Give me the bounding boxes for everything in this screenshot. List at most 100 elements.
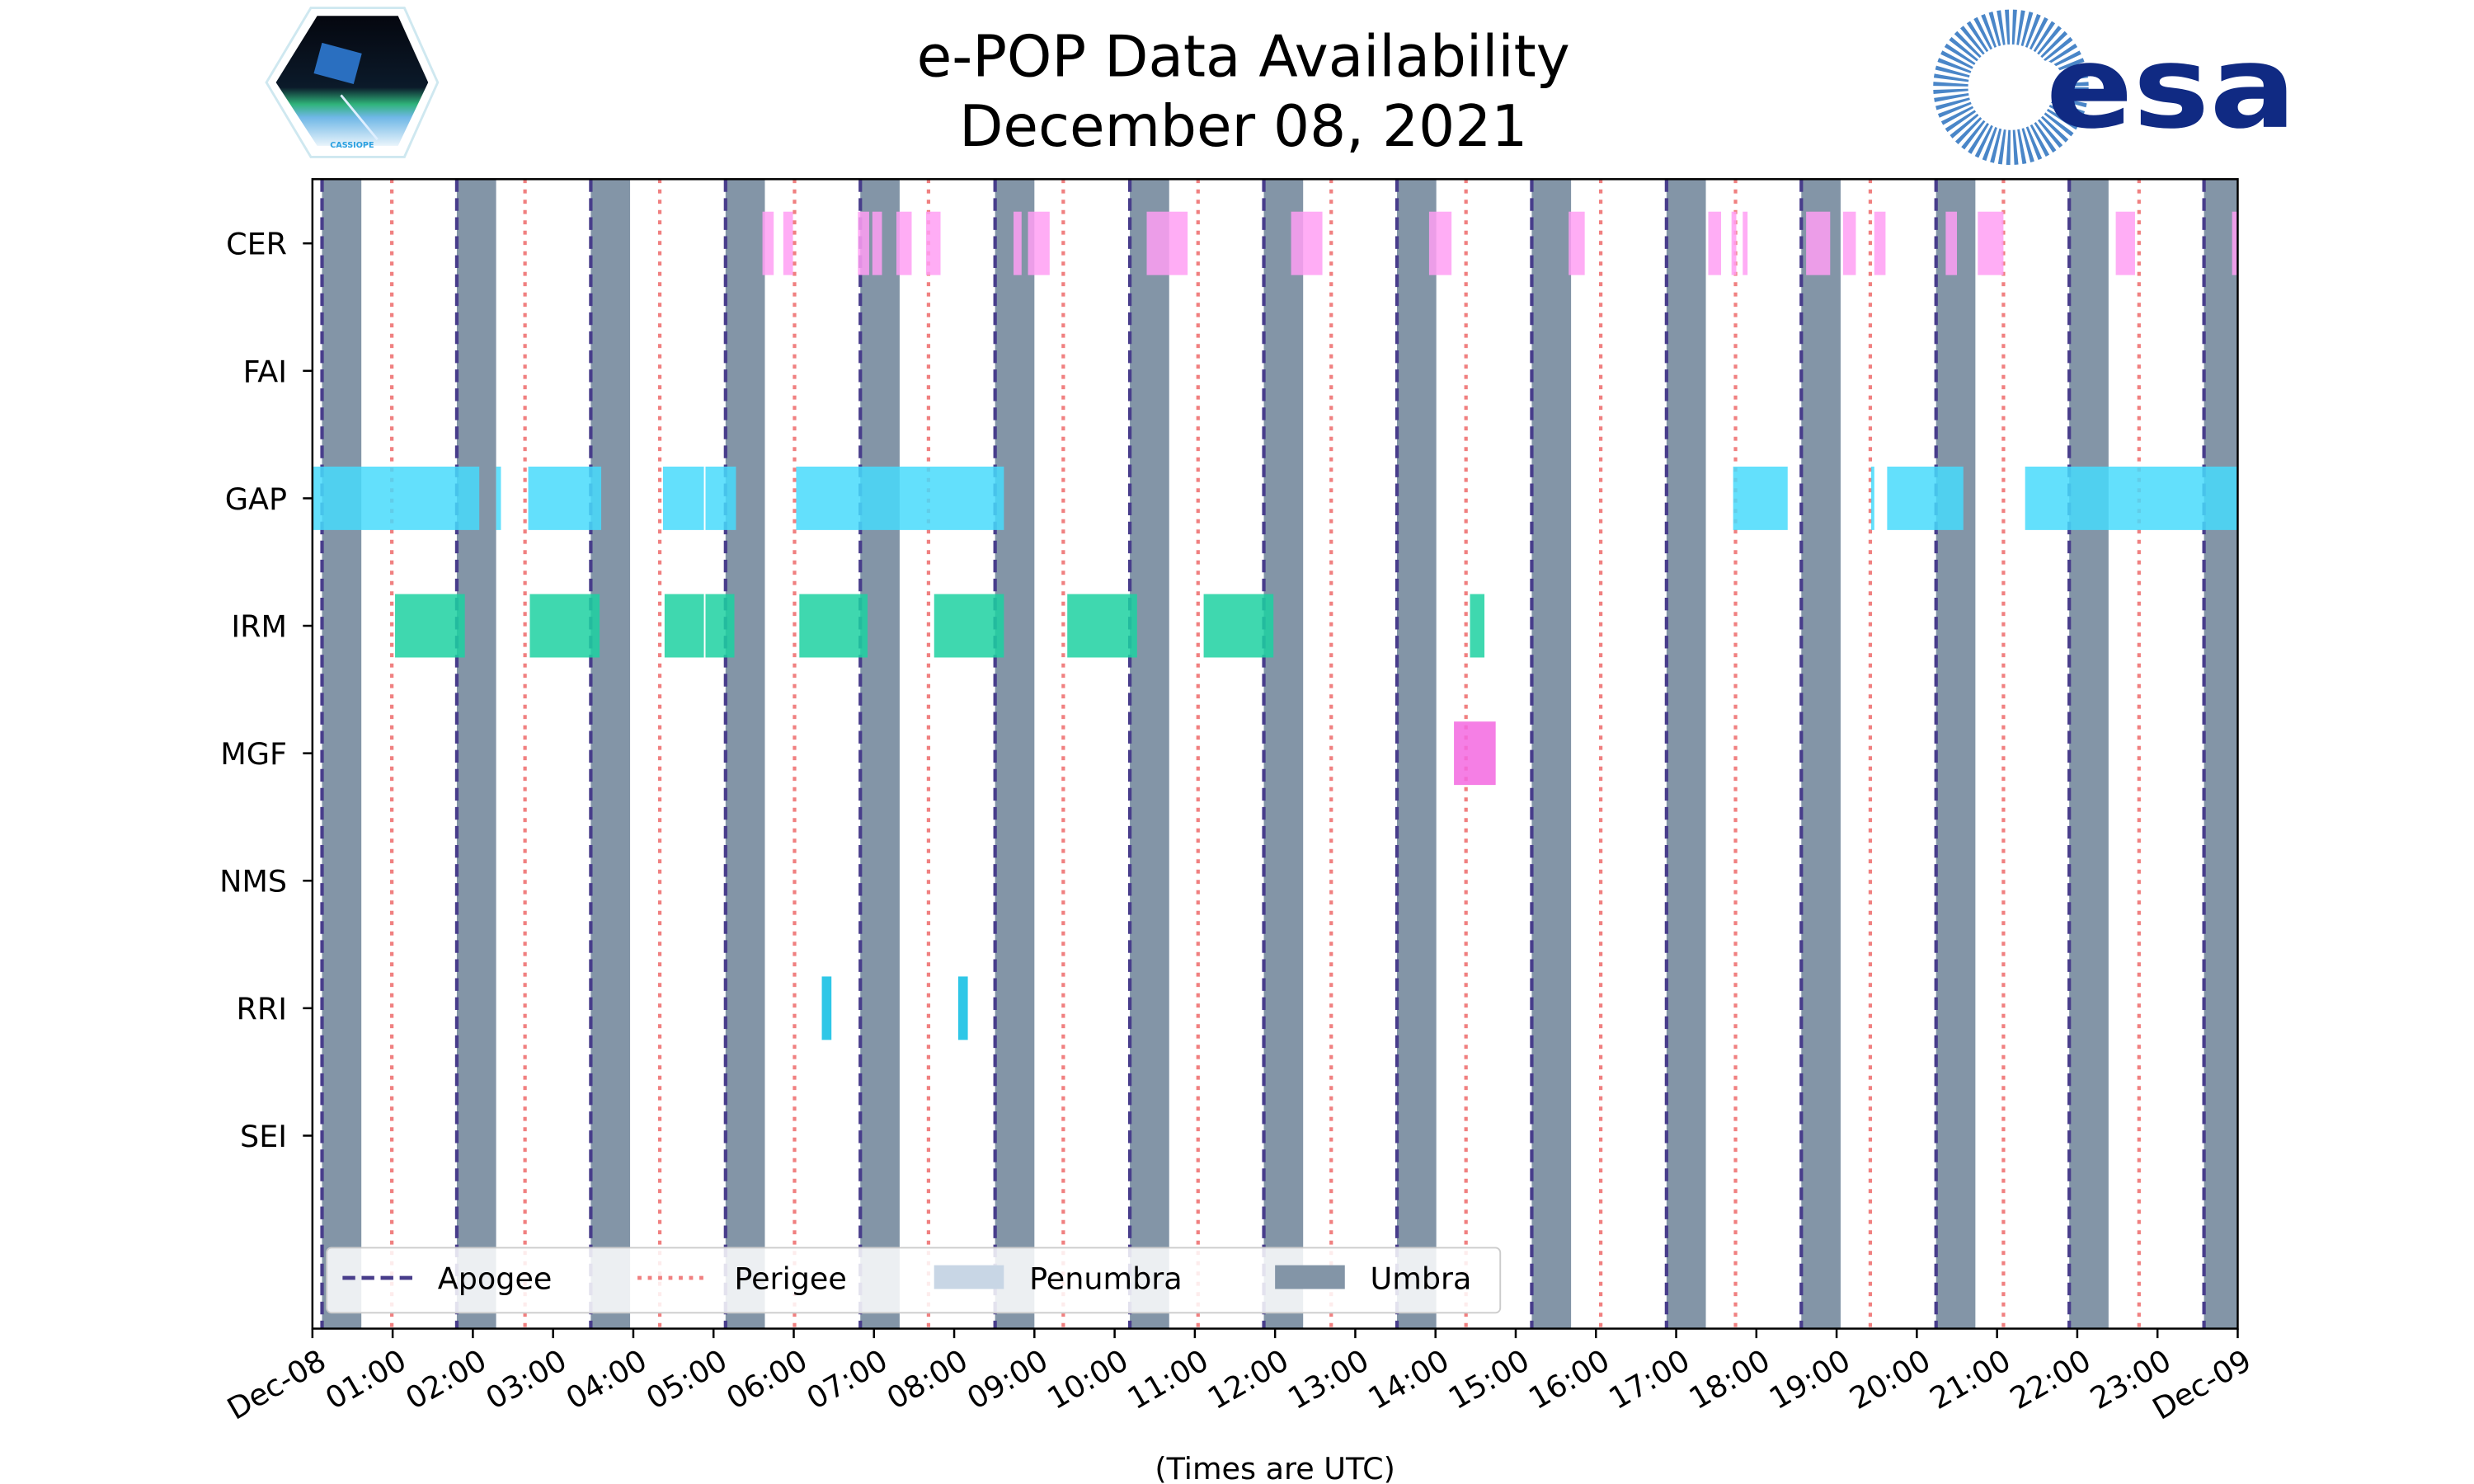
availability-bar-cer (1743, 211, 1748, 275)
availability-bar-irm (799, 594, 868, 658)
availability-bar-cer (1842, 211, 1856, 275)
x-tick-label: 15:00 (1442, 1342, 1536, 1416)
x-tick-label: 16:00 (1522, 1342, 1616, 1416)
x-tick-label: 10:00 (1042, 1342, 1135, 1416)
availability-bar-gap (312, 466, 480, 530)
x-tick-label: 03:00 (480, 1342, 573, 1416)
legend: Apogee Perigee Penumbra Umbra (326, 1247, 1502, 1314)
availability-bar-gap (1887, 466, 1964, 530)
availability-bar-gap (705, 466, 736, 530)
x-axis-label: (Times are UTC) (1155, 1451, 1395, 1484)
x-tick-label: 05:00 (640, 1342, 733, 1416)
availability-bar-cer (1569, 211, 1585, 275)
availability-bar-cer (2232, 211, 2238, 275)
availability-bar-cer (858, 211, 869, 275)
y-tick-label: CER (226, 227, 287, 262)
umbra-band (1666, 179, 1706, 1329)
availability-bar-irm (1203, 594, 1274, 658)
umbra-bands (322, 179, 2238, 1329)
x-tick-label: 12:00 (1202, 1342, 1295, 1416)
x-tick-label: 18:00 (1683, 1342, 1776, 1416)
availability-bar-cer (1028, 211, 1050, 275)
orbit-markers (320, 179, 2206, 1329)
y-tick-label: RRI (237, 991, 288, 1026)
availability-bar-irm (529, 594, 600, 658)
y-tick-label: IRM (231, 609, 287, 645)
y-tick-label: FAI (243, 354, 287, 389)
umbra-band (590, 179, 631, 1329)
availability-bars (312, 211, 2238, 1040)
x-tick-label: 22:00 (2004, 1342, 2097, 1416)
chart-title-line1: e-POP Data Availability (917, 24, 1570, 90)
umbra-band (1263, 179, 1304, 1329)
y-tick-label: MGF (220, 736, 287, 772)
availability-bar-cer (896, 211, 912, 275)
x-tick-label: 02:00 (399, 1342, 492, 1416)
availability-bar-irm (1067, 594, 1137, 658)
x-tick-label: 06:00 (721, 1342, 814, 1416)
umbra-band (1935, 179, 1976, 1329)
legend-perigee-label: Perigee (734, 1261, 846, 1296)
availability-bar-irm (664, 594, 704, 658)
availability-bar-cer (872, 211, 882, 275)
availability-bar-mgf (1454, 721, 1496, 786)
availability-bar-cer (1978, 211, 2004, 275)
legend-penumbra-label: Penumbra (1029, 1261, 1183, 1296)
availability-bar-cer (1146, 211, 1188, 275)
umbra-band (1130, 179, 1169, 1329)
y-axis: CER FAI GAP IRM MGF NMS RRI SEI (219, 227, 313, 1154)
availability-bar-irm (934, 594, 1004, 658)
x-tick-label: 19:00 (1763, 1342, 1856, 1416)
availability-bar-irm (395, 594, 465, 658)
x-tick-label: 09:00 (961, 1342, 1054, 1416)
availability-bar-cer (926, 211, 941, 275)
availability-bar-cer (1806, 211, 1831, 275)
x-tick-label: 21:00 (1924, 1342, 2017, 1416)
availability-bar-gap (2025, 466, 2238, 530)
x-tick-label: 17:00 (1603, 1342, 1696, 1416)
availability-bar-gap (796, 466, 1004, 530)
availability-bar-cer (2115, 211, 2135, 275)
cassiope-logo: CASSIOPE (265, 7, 440, 158)
x-tick-label: 08:00 (881, 1342, 974, 1416)
umbra-band (2069, 179, 2109, 1329)
x-tick-label: 20:00 (1843, 1342, 1936, 1416)
umbra-band (456, 179, 496, 1329)
availability-bar-rri (957, 976, 968, 1040)
umbra-band (995, 179, 1035, 1329)
umbra-band (1531, 179, 1572, 1329)
esa-logo: esa (1933, 9, 2297, 165)
umbra-band (860, 179, 900, 1329)
availability-bar-cer (1708, 211, 1722, 275)
y-tick-label: SEI (240, 1119, 287, 1154)
x-tick-label: 13:00 (1282, 1342, 1376, 1416)
availability-bar-irm (1470, 594, 1485, 658)
x-tick-label: 14:00 (1362, 1342, 1456, 1416)
availability-bar-cer (1428, 211, 1452, 275)
availability-bar-cer (1731, 211, 1737, 275)
umbra-band (322, 179, 362, 1329)
availability-bar-gap (528, 466, 602, 530)
availability-bar-gap (1870, 466, 1874, 530)
x-tick-label: 04:00 (560, 1342, 653, 1416)
legend-penumbra-swatch (934, 1265, 1004, 1289)
chart-title-line2: December 08, 2021 (959, 94, 1527, 160)
availability-bar-cer (1945, 211, 1957, 275)
legend-apogee-label: Apogee (438, 1261, 553, 1296)
y-tick-label: GAP (225, 481, 287, 517)
availability-bar-gap (496, 466, 501, 530)
availability-bar-irm (705, 594, 735, 658)
y-tick-label: NMS (219, 864, 287, 899)
umbra-band (1801, 179, 1841, 1329)
svg-text:CASSIOPE: CASSIOPE (330, 141, 374, 150)
x-axis: Dec-0801:0002:0003:0004:0005:0006:0007:0… (221, 1328, 2257, 1427)
availability-bar-cer (783, 211, 793, 275)
x-tick-label: Dec-08 (221, 1342, 332, 1426)
legend-umbra-swatch (1275, 1265, 1345, 1289)
svg-text:esa: esa (2046, 21, 2297, 154)
availability-bar-gap (662, 466, 704, 530)
availability-bar-cer (1291, 211, 1323, 275)
umbra-band (2204, 179, 2238, 1329)
availability-bar-rri (821, 976, 832, 1040)
